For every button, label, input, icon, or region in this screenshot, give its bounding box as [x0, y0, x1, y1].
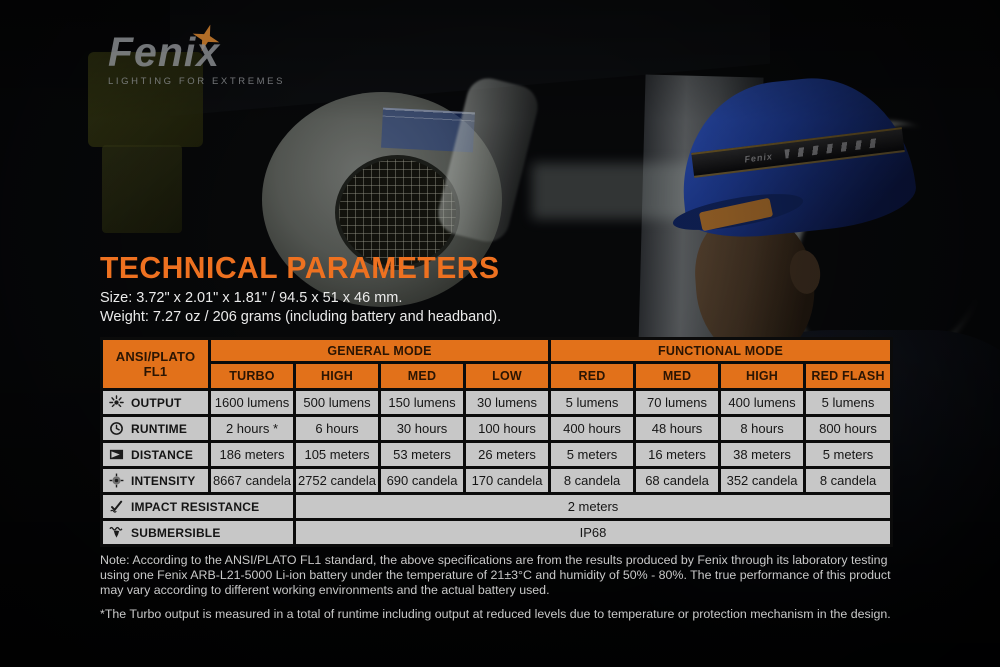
star-sparkle-icon: [192, 24, 220, 52]
table-row-impact-resistance: IMPACT RESISTANCE 2 meters: [100, 492, 894, 521]
corner-label: ANSI/PLATO FL1: [100, 337, 211, 391]
spec-cell: 8 candela: [803, 466, 894, 495]
fenix-logo: Fenix LIGHTING FOR EXTREMES: [108, 24, 286, 87]
col-high: HIGH: [293, 361, 381, 391]
spec-cell: 5 lumens: [548, 388, 637, 417]
table-row-intensity: INTENSITY 8667 candela 2752 candela 690 …: [100, 466, 894, 495]
spec-cell-full: 2 meters: [292, 492, 894, 521]
spec-cell: 100 hours: [462, 414, 552, 443]
spec-cell: 8667 candela: [208, 466, 296, 495]
spec-cell: 8 hours: [718, 414, 807, 443]
row-label: INTENSITY: [131, 473, 196, 488]
spec-cell: 800 hours: [803, 414, 894, 443]
impact-resistance-icon: [109, 499, 126, 514]
spec-cell: 26 meters: [462, 440, 552, 469]
turbo-note: *The Turbo output is measured in a total…: [100, 607, 891, 622]
spec-cell: 5 meters: [548, 440, 637, 469]
spec-cell: 500 lumens: [293, 388, 381, 417]
col-red-flash: RED FLASH: [803, 361, 894, 391]
col-func-high: HIGH: [718, 361, 807, 391]
spec-cell: 105 meters: [293, 440, 381, 469]
row-label: RUNTIME: [131, 421, 188, 436]
size-weight-block: Size: 3.72" x 2.01" x 1.81" / 94.5 x 51 …: [100, 291, 501, 328]
spec-cell: 2752 candela: [293, 466, 381, 495]
col-func-med: MED: [633, 361, 722, 391]
spec-cell: 30 hours: [378, 414, 466, 443]
spec-cell: 53 meters: [378, 440, 466, 469]
brand-tagline: LIGHTING FOR EXTREMES: [108, 76, 286, 87]
group-general-mode: GENERAL MODE: [207, 337, 552, 364]
spec-cell: 5 meters: [803, 440, 894, 469]
spec-cell: 400 hours: [548, 414, 637, 443]
group-functional-mode: FUNCTIONAL MODE: [548, 337, 894, 364]
col-med: MED: [378, 361, 466, 391]
spec-cell: 8 candela: [548, 466, 637, 495]
row-label: OUTPUT: [131, 395, 182, 410]
spec-cell: 150 lumens: [378, 388, 466, 417]
beam-distance-icon: [109, 447, 126, 462]
table-row-distance: DISTANCE 186 meters 105 meters 53 meters…: [100, 440, 894, 469]
spec-cell: 2 hours *: [208, 414, 296, 443]
spec-cell: 186 meters: [208, 440, 296, 469]
row-label: DISTANCE: [131, 447, 194, 462]
intensity-target-icon: [109, 473, 126, 488]
table-row-output: OUTPUT 1600 lumens 500 lumens 150 lumens…: [100, 388, 894, 417]
runtime-clock-icon: [109, 421, 126, 436]
table-header-groups: ANSI/PLATO FL1 GENERAL MODE FUNCTIONAL M…: [100, 337, 894, 391]
spec-cell: 48 hours: [633, 414, 722, 443]
col-turbo: TURBO: [208, 361, 296, 391]
spec-cell: 6 hours: [293, 414, 381, 443]
spec-cell: 70 lumens: [633, 388, 722, 417]
light-output-icon: [109, 395, 126, 410]
page-title: TECHNICAL PARAMETERS: [100, 250, 500, 285]
spec-table: ANSI/PLATO FL1 GENERAL MODE FUNCTIONAL M…: [100, 337, 894, 547]
spec-cell: 352 candela: [718, 466, 807, 495]
col-red: RED: [548, 361, 637, 391]
table-row-submersible: SUBMERSIBLE IP68: [100, 518, 894, 547]
spec-cell: 170 candela: [462, 466, 552, 495]
spec-cell: 1600 lumens: [208, 388, 296, 417]
table-row-runtime: RUNTIME 2 hours * 6 hours 30 hours 100 h…: [100, 414, 894, 443]
spec-cell: 38 meters: [718, 440, 807, 469]
spec-cell: 16 meters: [633, 440, 722, 469]
spec-cell: 400 lumens: [718, 388, 807, 417]
brand-wordmark: Fenix: [108, 29, 221, 75]
weight-line: Weight: 7.27 oz / 206 grams (including b…: [100, 308, 502, 325]
spec-cell: 68 candela: [633, 466, 722, 495]
row-label: IMPACT RESISTANCE: [131, 499, 260, 514]
table-header-columns: TURBO HIGH MED LOW RED MED HIGH RED FLAS…: [102, 361, 894, 391]
spec-cell-full: IP68: [292, 518, 894, 547]
spec-cell: 5 lumens: [803, 388, 894, 417]
size-line: Size: 3.72" x 2.01" x 1.81" / 94.5 x 51 …: [100, 290, 403, 306]
row-label: SUBMERSIBLE: [131, 525, 221, 540]
spec-cell: 30 lumens: [462, 388, 552, 417]
col-low: LOW: [462, 361, 552, 391]
footnotes: Note: According to the ANSI/PLATO FL1 st…: [100, 553, 910, 623]
submersible-water-icon: [109, 525, 126, 540]
spec-cell: 690 candela: [378, 466, 466, 495]
ansi-note: Note: According to the ANSI/PLATO FL1 st…: [100, 553, 891, 598]
